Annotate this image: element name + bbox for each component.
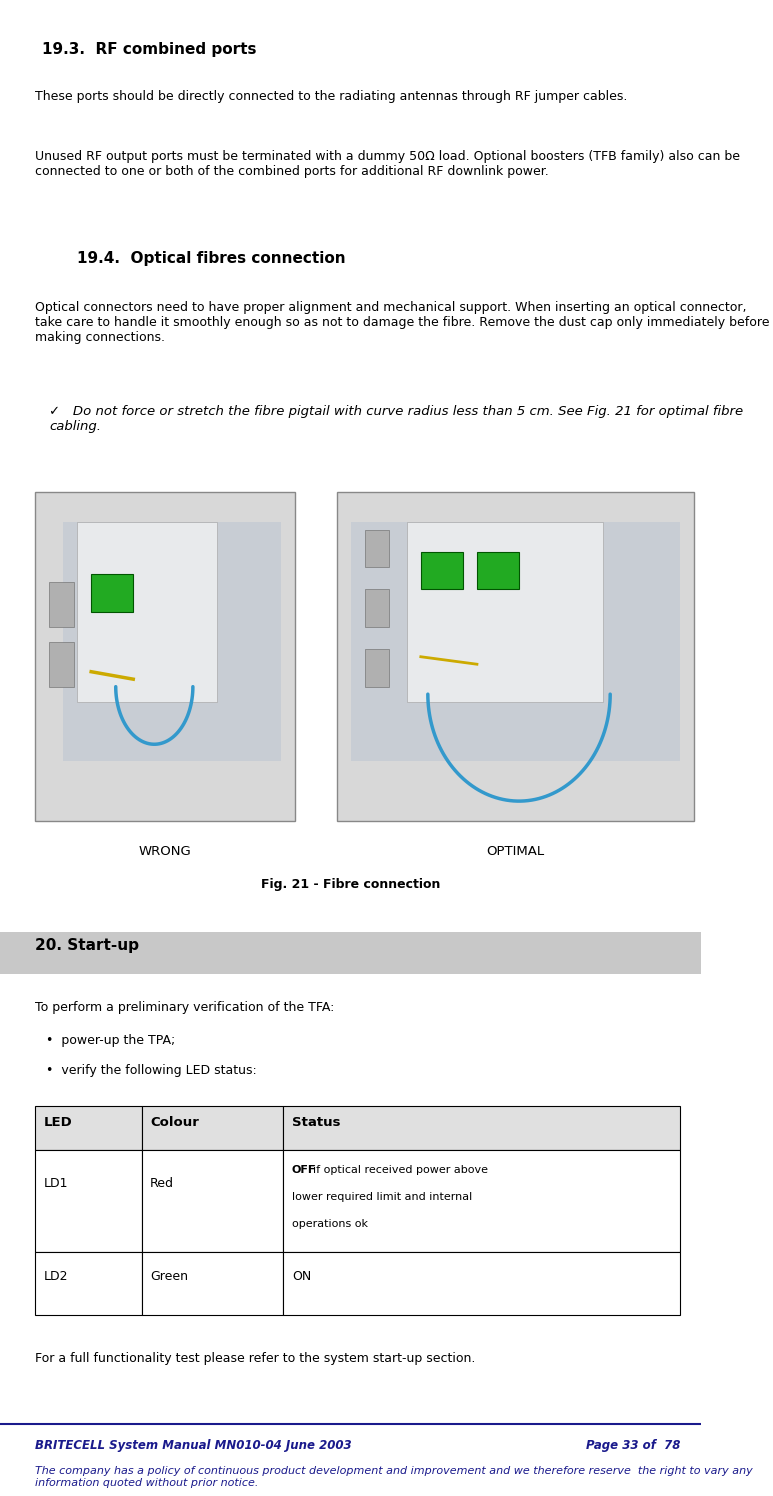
Text: To perform a preliminary verification of the TFA:: To perform a preliminary verification of… xyxy=(35,1001,335,1014)
Bar xyxy=(35,1150,141,1252)
Bar xyxy=(337,492,694,821)
Text: Unused RF output ports must be terminated with a dummy 50Ω load. Optional booste: Unused RF output ports must be terminate… xyxy=(35,150,740,178)
Text: 20. Start-up: 20. Start-up xyxy=(35,938,139,953)
Text: OPTIMAL: OPTIMAL xyxy=(486,845,544,859)
Text: LED: LED xyxy=(43,1116,72,1129)
Bar xyxy=(284,1252,680,1315)
Text: BRITECELL System Manual MN010-04 June 2003: BRITECELL System Manual MN010-04 June 20… xyxy=(35,1439,352,1453)
Text: ✓   Do not force or stretch the fibre pigtail with curve radius less than 5 cm. : ✓ Do not force or stretch the fibre pigt… xyxy=(49,405,743,434)
Text: Red: Red xyxy=(150,1177,174,1191)
Bar xyxy=(35,1252,141,1315)
Bar xyxy=(141,1252,284,1315)
Text: Page 33 of  78: Page 33 of 78 xyxy=(586,1439,680,1453)
Text: •  power-up the TPA;: • power-up the TPA; xyxy=(46,1034,175,1047)
Bar xyxy=(49,642,73,687)
Bar xyxy=(365,589,390,627)
Bar xyxy=(77,522,217,702)
Text: operations ok: operations ok xyxy=(292,1219,368,1230)
Bar xyxy=(477,552,519,589)
Text: These ports should be directly connected to the radiating antennas through RF ju: These ports should be directly connected… xyxy=(35,90,628,103)
Bar xyxy=(365,649,390,687)
Bar xyxy=(141,1150,284,1252)
Bar xyxy=(49,582,73,627)
Bar xyxy=(365,530,390,567)
Text: LD1: LD1 xyxy=(43,1177,68,1191)
Text: Green: Green xyxy=(150,1270,188,1284)
Bar xyxy=(421,552,463,589)
Bar xyxy=(141,1106,284,1150)
Bar xyxy=(35,492,295,821)
Text: 19.4.  Optical fibres connection: 19.4. Optical fibres connection xyxy=(77,251,346,266)
Text: Status: Status xyxy=(292,1116,340,1129)
Text: 19.3.  RF combined ports: 19.3. RF combined ports xyxy=(42,42,257,57)
Bar xyxy=(351,522,680,761)
Text: The company has a policy of continuous product development and improvement and w: The company has a policy of continuous p… xyxy=(35,1466,753,1487)
Text: OFF: OFF xyxy=(292,1165,316,1176)
Text: Optical connectors need to have proper alignment and mechanical support. When in: Optical connectors need to have proper a… xyxy=(35,301,770,344)
Text: ON: ON xyxy=(292,1270,312,1284)
Text: WRONG: WRONG xyxy=(138,845,191,859)
Bar xyxy=(35,1106,141,1150)
Text: if optical received power above: if optical received power above xyxy=(313,1165,488,1176)
Text: For a full functionality test please refer to the system start-up section.: For a full functionality test please ref… xyxy=(35,1352,475,1366)
Text: Fig. 21 - Fibre connection: Fig. 21 - Fibre connection xyxy=(261,878,441,892)
Bar xyxy=(284,1106,680,1150)
Text: Colour: Colour xyxy=(150,1116,199,1129)
Bar xyxy=(407,522,603,702)
Bar xyxy=(91,574,133,612)
Text: LD2: LD2 xyxy=(43,1270,68,1284)
Text: lower required limit and internal: lower required limit and internal xyxy=(292,1192,472,1203)
Bar xyxy=(284,1150,680,1252)
Bar xyxy=(0,932,701,974)
Text: •  verify the following LED status:: • verify the following LED status: xyxy=(46,1064,257,1077)
Bar xyxy=(63,522,281,761)
